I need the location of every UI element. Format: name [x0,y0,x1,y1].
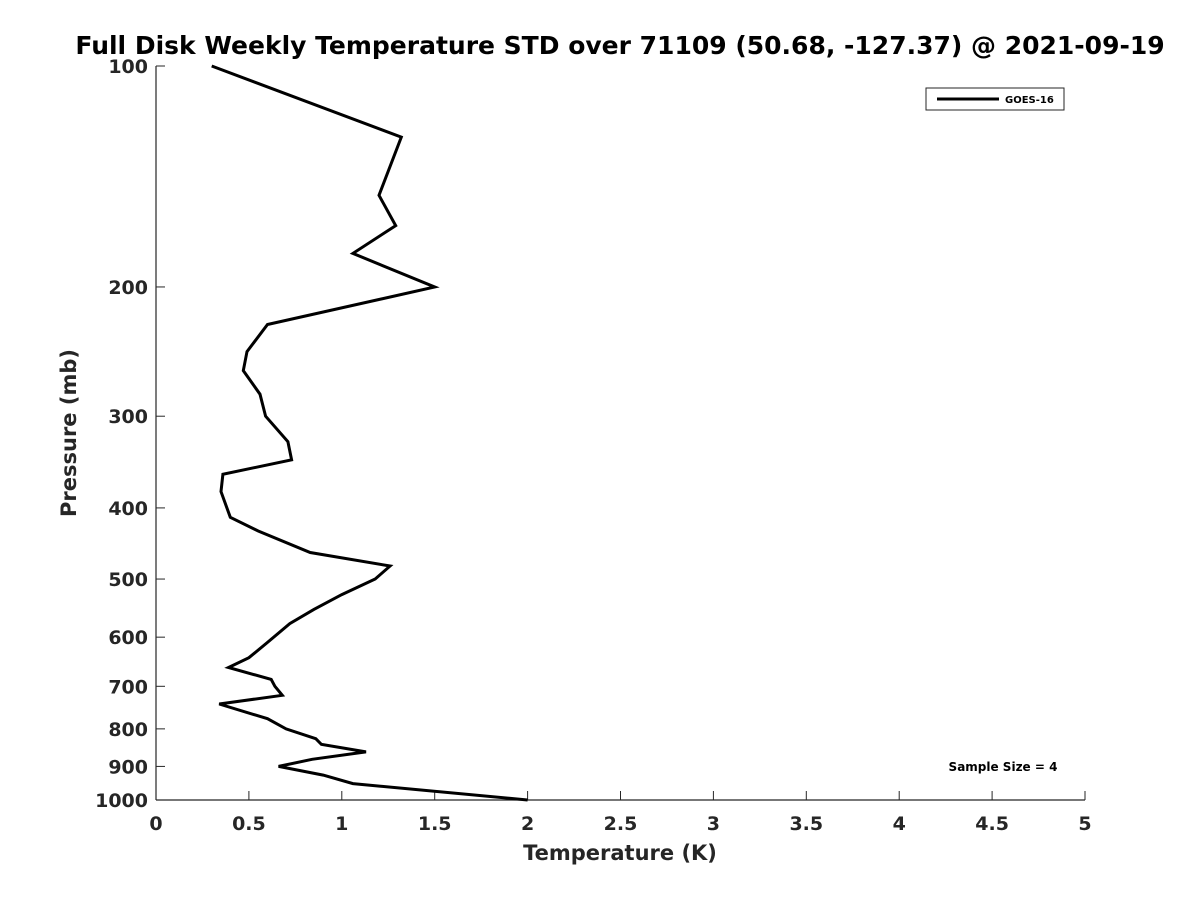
x-tick-label: 3 [707,813,720,835]
x-tick-label: 0 [149,813,162,835]
legend-label-goes-16: GOES-16 [1005,95,1054,106]
x-tick-label: 2 [521,813,534,835]
x-axis-ticks: 0 0.5 1 1.5 2 2.5 3 3.5 4 4.5 5 [149,791,1092,835]
series-layer [211,64,528,802]
y-tick-label: 500 [108,569,148,591]
x-tick-label: 5 [1078,813,1091,835]
y-tick-label: 100 [108,56,148,78]
x-tick-label: 3.5 [789,813,823,835]
x-axis-label: Temperature (K) [523,841,717,865]
y-tick-label: 1000 [95,790,148,812]
x-tick-label: 2.5 [604,813,638,835]
y-tick-label: 900 [108,756,148,778]
x-tick-label: 1 [335,813,348,835]
chart-title: Full Disk Weekly Temperature STD over 71… [75,31,1164,60]
y-tick-label: 700 [108,676,148,698]
y-tick-label: 800 [108,719,148,741]
series-line-goes-16 [211,64,528,802]
y-tick-label: 200 [108,277,148,299]
x-tick-label: 1.5 [418,813,452,835]
sample-size-annotation: Sample Size = 4 [949,760,1058,774]
x-tick-label: 4 [893,813,906,835]
y-tick-label: 400 [108,498,148,520]
x-tick-label: 0.5 [232,813,266,835]
y-tick-label: 300 [108,406,148,428]
y-axis-ticks: 100 200 300 400 500 600 700 800 900 1000 [95,56,165,812]
x-tick-label: 4.5 [975,813,1009,835]
y-axis-label: Pressure (mb) [57,349,81,517]
y-tick-label: 600 [108,627,148,649]
legend: GOES-16 [925,87,1065,111]
